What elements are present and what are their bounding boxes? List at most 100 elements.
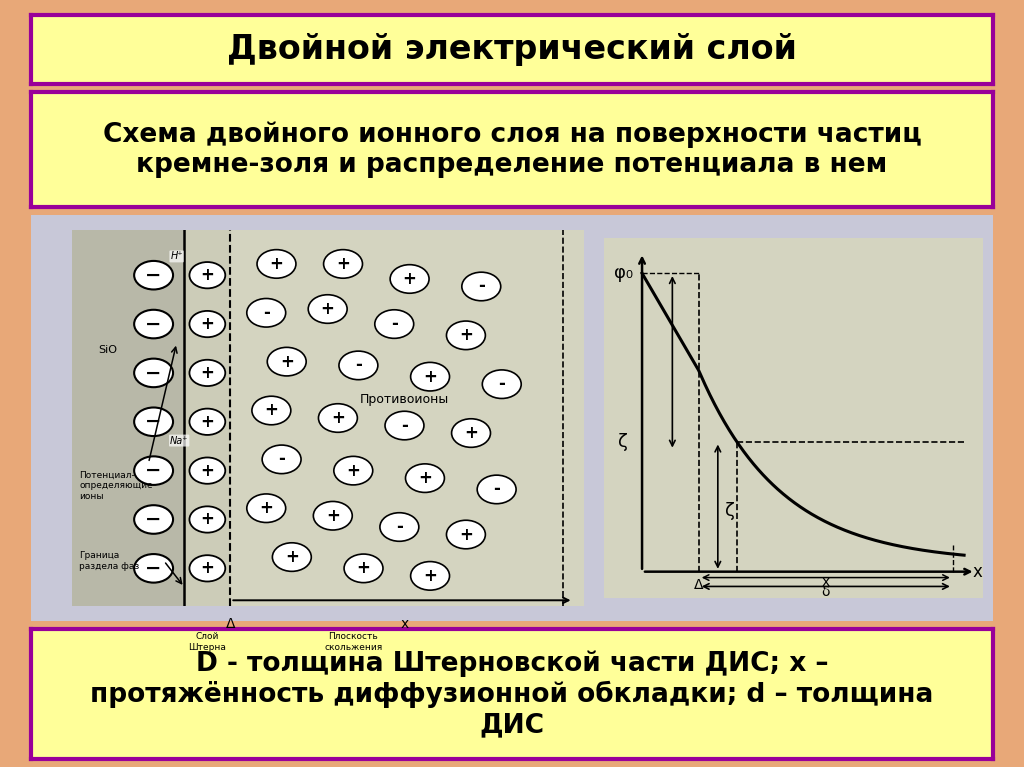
Text: ζ: ζ [725, 502, 735, 520]
Circle shape [446, 520, 485, 549]
Text: Граница
раздела фаз: Граница раздела фаз [80, 551, 139, 571]
Circle shape [385, 411, 424, 439]
Circle shape [134, 261, 173, 289]
Text: -: - [478, 278, 484, 295]
Text: SiO: SiO [98, 345, 117, 355]
Text: Схема двойного ионного слоя на поверхности частиц
кремне-золя и распределение по: Схема двойного ионного слоя на поверхнос… [102, 121, 922, 178]
Circle shape [462, 272, 501, 301]
Text: +: + [423, 567, 437, 585]
Text: Δ: Δ [225, 617, 236, 631]
Circle shape [134, 359, 173, 387]
Circle shape [380, 512, 419, 542]
Text: Δ: Δ [694, 578, 703, 592]
Text: -: - [396, 518, 402, 536]
Text: −: − [145, 461, 162, 480]
Text: +: + [269, 255, 284, 273]
Text: +: + [459, 525, 473, 544]
Circle shape [134, 554, 173, 583]
Text: x: x [821, 574, 829, 588]
Text: D - толщина Штерновской части ДИС; х –
протяжённость диффузионной обкладки; d – : D - толщина Штерновской части ДИС; х – п… [90, 650, 934, 738]
Circle shape [189, 555, 225, 581]
Circle shape [446, 321, 485, 350]
Circle shape [262, 445, 301, 474]
Circle shape [267, 347, 306, 376]
Circle shape [247, 298, 286, 327]
Circle shape [134, 407, 173, 436]
Text: +: + [423, 367, 437, 386]
Text: +: + [326, 507, 340, 525]
Circle shape [134, 310, 173, 338]
Circle shape [334, 456, 373, 485]
Text: +: + [280, 353, 294, 370]
Circle shape [390, 265, 429, 293]
Circle shape [477, 475, 516, 504]
Circle shape [375, 310, 414, 338]
Circle shape [272, 543, 311, 571]
Circle shape [344, 554, 383, 583]
Circle shape [189, 409, 225, 435]
Text: −: − [145, 265, 162, 285]
Text: −: − [145, 364, 162, 383]
Circle shape [189, 262, 225, 288]
Text: Плоскость
скольжения: Плоскость скольжения [325, 632, 382, 652]
Circle shape [134, 505, 173, 534]
Text: +: + [331, 409, 345, 427]
Circle shape [406, 464, 444, 492]
Text: δ: δ [821, 585, 830, 599]
Circle shape [313, 502, 352, 530]
Text: +: + [346, 462, 360, 479]
Circle shape [482, 370, 521, 399]
Circle shape [339, 351, 378, 380]
Circle shape [452, 419, 490, 447]
Text: +: + [264, 401, 279, 420]
Text: +: + [201, 462, 214, 479]
Text: +: + [356, 559, 371, 578]
Text: Противоионы: Противоионы [359, 393, 450, 406]
Text: H⁺: H⁺ [170, 252, 183, 262]
Circle shape [318, 403, 357, 433]
Text: Слой
Штерна: Слой Штерна [188, 632, 226, 652]
Circle shape [189, 506, 225, 532]
Circle shape [411, 561, 450, 590]
Text: +: + [336, 255, 350, 273]
Text: +: + [402, 270, 417, 288]
Text: +: + [201, 511, 214, 528]
Text: +: + [201, 266, 214, 285]
Text: -: - [279, 450, 285, 469]
Circle shape [308, 295, 347, 324]
Text: +: + [259, 499, 273, 517]
Circle shape [411, 362, 450, 391]
Text: +: + [201, 413, 214, 431]
Text: +: + [464, 424, 478, 442]
Text: +: + [285, 548, 299, 566]
Text: ζ: ζ [618, 433, 628, 451]
Text: +: + [321, 300, 335, 318]
Text: +: + [201, 559, 214, 578]
Text: −: − [145, 559, 162, 578]
Text: -: - [263, 304, 269, 322]
Circle shape [257, 249, 296, 278]
Circle shape [252, 397, 291, 425]
Circle shape [189, 311, 225, 337]
Text: Na⁺: Na⁺ [170, 436, 188, 446]
Text: x: x [400, 617, 409, 631]
Circle shape [134, 456, 173, 485]
Text: Потенциал-
определяющие
ионы: Потенциал- определяющие ионы [80, 471, 153, 501]
Text: +: + [418, 469, 432, 487]
Text: -: - [494, 480, 500, 499]
Text: +: + [201, 364, 214, 382]
Text: Двойной электрический слой: Двойной электрический слой [227, 33, 797, 67]
Text: -: - [391, 315, 397, 333]
Bar [72, 230, 184, 606]
Text: −: − [145, 314, 162, 334]
Circle shape [324, 249, 362, 278]
Text: x: x [973, 563, 982, 581]
Circle shape [189, 457, 225, 484]
Text: +: + [201, 315, 214, 333]
Text: −: − [145, 413, 162, 431]
Text: -: - [499, 375, 505, 393]
Text: φ₀: φ₀ [613, 264, 633, 282]
Text: −: − [145, 510, 162, 529]
Text: -: - [355, 357, 361, 374]
Circle shape [189, 360, 225, 386]
